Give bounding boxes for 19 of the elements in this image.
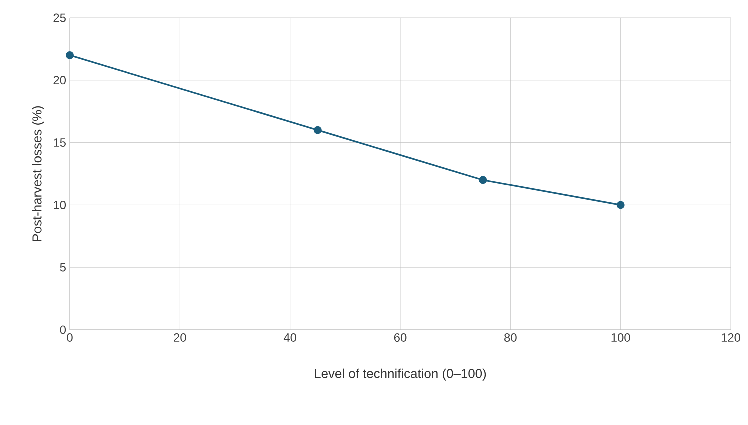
x-tick-label: 60 (394, 334, 407, 342)
x-axis-title: Level of technification (0–100) (315, 368, 486, 381)
y-tick-label: 15 (54, 138, 66, 147)
x-tick-label: 20 (174, 334, 186, 342)
y-tick-label: 0 (60, 326, 66, 334)
point (479, 176, 488, 184)
y-tick-label: 25 (54, 14, 66, 22)
x-tick-label: 100 (612, 334, 630, 342)
x-tick-label: 40 (284, 334, 297, 342)
x-tick-label: 80 (504, 334, 517, 342)
x-tick-label: 0 (67, 334, 73, 342)
y-axis-title: Post-harvest losses (%) (32, 106, 44, 242)
point (66, 51, 74, 60)
y-tick-label: 10 (54, 200, 66, 210)
y-tick-label: 20 (54, 76, 66, 85)
x-tick-label: 120 (722, 334, 741, 342)
y-tick-label: 5 (60, 263, 66, 272)
point (616, 201, 625, 210)
point (314, 126, 322, 134)
